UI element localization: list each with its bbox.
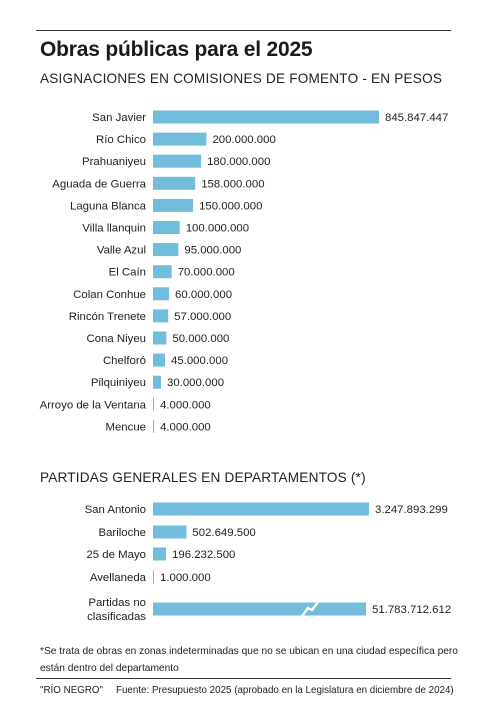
category-label: Chelforó — [103, 355, 146, 367]
value-label: 200.000.000 — [212, 134, 275, 146]
bar-rincon-trenete — [153, 309, 169, 323]
category-label: San Javier — [92, 112, 146, 124]
value-label: 158.000.000 — [201, 178, 264, 190]
bar-mencue — [153, 419, 155, 433]
value-label: 196.232.500 — [172, 549, 235, 561]
bar-partidas-no-clasificadas — [153, 602, 366, 616]
value-label: 50.000.000 — [172, 333, 229, 345]
bar-25-de-mayo — [153, 547, 167, 561]
bar-rio-chico — [153, 132, 207, 146]
bar-villa-llanquin — [153, 221, 180, 234]
top-rule — [36, 30, 451, 31]
value-label: 30.000.000 — [167, 377, 224, 389]
category-label: Arroyo de la Ventana — [40, 399, 147, 411]
value-label: 100.000.000 — [186, 223, 249, 235]
value-label: 70.000.000 — [178, 267, 235, 279]
category-label: Bariloche — [99, 527, 147, 539]
category-label: Pilquiniyeu — [91, 377, 146, 389]
category-label: El Caín — [109, 267, 146, 279]
category-label: Valle Azul — [97, 245, 146, 257]
value-label: 95.000.000 — [184, 245, 241, 257]
category-label: Aguada de Guerra — [52, 178, 146, 190]
value-label: 845.847.447 — [385, 112, 448, 124]
value-label: 3.247.893.299 — [375, 504, 448, 516]
footer: "RÍO NEGRO" Fuente: Presupuesto 2025 (ap… — [40, 685, 455, 696]
bar-avellaneda — [153, 570, 154, 584]
axis-break-mark — [301, 601, 319, 617]
value-label: 60.000.000 — [175, 289, 232, 301]
category-label: Mencue — [105, 421, 146, 433]
bar-cona-niyeu — [153, 331, 167, 345]
category-label: 25 de Mayo — [86, 549, 146, 561]
category-label: Villa llanquin — [82, 223, 146, 235]
category-label: Laguna Blanca — [70, 200, 147, 212]
bar-colan-conhue — [153, 287, 170, 301]
bar-bariloche — [153, 525, 187, 539]
category-label: Partidas no clasificadas — [87, 597, 146, 623]
value-label: 57.000.000 — [174, 311, 231, 323]
credit: "RÍO NEGRO" — [40, 685, 104, 696]
category-label: Cona Niyeu — [86, 333, 146, 345]
category-label: Río Chico — [96, 134, 146, 146]
value-label: 180.000.000 — [207, 156, 270, 168]
bar-pilquiniyeu — [153, 375, 162, 389]
bar-laguna-blanca — [153, 198, 194, 212]
value-label: 4.000.000 — [160, 421, 211, 433]
value-label: 4.000.000 — [160, 399, 211, 411]
value-label: 51.783.712.612 — [372, 604, 451, 616]
value-label: 45.000.000 — [171, 355, 228, 367]
bar-chelforo — [153, 353, 166, 367]
category-label: Colan Conhue — [73, 289, 146, 301]
footer-rule — [36, 678, 451, 679]
value-label: 502.649.500 — [192, 527, 255, 539]
bar-valle-azul — [153, 243, 179, 257]
category-label: San Antonio — [85, 504, 146, 516]
bar-el-cain — [153, 265, 172, 279]
value-label: 150.000.000 — [199, 200, 262, 212]
chart-1-title: ASIGNACIONES EN COMISIONES DE FOMENTO - … — [40, 71, 443, 86]
category-label: Prahuaniyeu — [82, 156, 146, 168]
source-note: Fuente: Presupuesto 2025 (aprobado en la… — [116, 685, 454, 696]
value-label: 1.000.000 — [160, 572, 211, 584]
footnote: *Se trata de obras en zonas indeterminad… — [40, 646, 458, 674]
bar-san-antonio — [153, 502, 369, 516]
bar-aguada-de-guerra — [153, 176, 196, 190]
bar-prahuaniyeu — [153, 154, 202, 168]
category-label: Avellaneda — [90, 572, 147, 584]
page-title: Obras públicas para el 2025 — [40, 38, 313, 61]
category-label: Rincón Trenete — [69, 311, 146, 323]
bar-arroyo-de-la-ventana — [153, 397, 155, 411]
chart-2-title: PARTIDAS GENERALES EN DEPARTAMENTOS (*) — [40, 470, 366, 485]
bar-san-javier — [153, 110, 379, 124]
